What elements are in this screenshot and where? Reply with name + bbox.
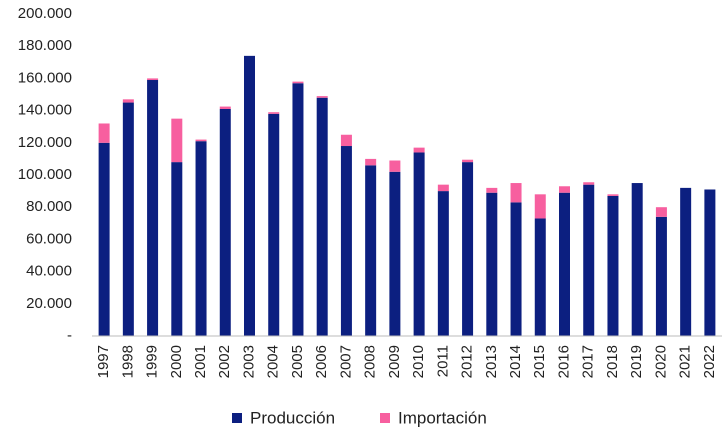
x-tick-label: 1997	[95, 345, 112, 378]
x-tick-label: 2020	[652, 345, 669, 378]
bar-segment	[171, 118, 183, 163]
bar-segment	[510, 183, 522, 203]
x-tick-label: 2018	[604, 345, 621, 378]
bar-segment	[583, 184, 595, 336]
y-tick-label: 180.000	[18, 37, 72, 54]
x-tick-label: 2009	[386, 345, 403, 378]
x-tick-label: 2012	[459, 345, 476, 378]
bar-segment	[559, 186, 570, 193]
bar-segment	[413, 147, 425, 153]
legend-label: Importación	[398, 408, 487, 427]
bar-segment	[389, 171, 401, 336]
bar-segment	[147, 80, 159, 336]
x-tick-label: 2017	[580, 345, 597, 378]
bar-segment	[122, 99, 134, 103]
bar-segment	[219, 108, 231, 337]
bar-segment	[171, 162, 183, 336]
bar-segment	[437, 184, 449, 192]
bar-segment	[559, 192, 570, 336]
x-tick-label: 2013	[483, 345, 500, 378]
bar-segment	[340, 146, 352, 336]
bar-segment	[583, 182, 595, 185]
x-tick-label: 2006	[313, 345, 330, 378]
bar-segment	[292, 81, 304, 84]
bar-segment	[340, 134, 352, 147]
x-tick-label: 2001	[192, 345, 209, 378]
bar-segment	[365, 165, 377, 336]
x-tick-label: 2019	[628, 345, 645, 378]
bar-segment	[462, 162, 474, 336]
x-tick-label: 2004	[265, 345, 282, 378]
x-tick-label: 2015	[531, 345, 548, 378]
x-tick-label: 2007	[337, 345, 354, 378]
bar-segment	[316, 96, 328, 98]
bar-segment	[316, 97, 328, 336]
bar-segment	[607, 194, 619, 196]
legend-swatch	[232, 413, 242, 423]
y-tick-label: 100.000	[18, 166, 72, 183]
bar-segment	[195, 139, 207, 142]
y-tick-label: 60.000	[26, 230, 72, 247]
x-tick-label: 2000	[168, 345, 185, 378]
bar-segment	[534, 218, 546, 336]
bar-segment	[413, 152, 425, 336]
x-tick-label: 1998	[119, 345, 136, 378]
bar-segment	[365, 158, 377, 166]
y-tick-label: 20.000	[26, 295, 72, 312]
x-tick-label: 2002	[216, 345, 233, 378]
bar-segment	[389, 160, 401, 172]
bar-segment	[655, 216, 667, 336]
bar-segment	[268, 113, 280, 336]
bar-segment	[219, 106, 231, 109]
x-tick-label: 2008	[362, 345, 379, 378]
y-tick-label: 120.000	[18, 134, 72, 151]
bar-segment	[510, 202, 522, 336]
bar-segment	[534, 194, 546, 219]
bar-segment	[268, 112, 280, 114]
x-tick-label: 2011	[434, 345, 451, 377]
bar-segment	[680, 187, 692, 336]
legend-swatch	[380, 413, 390, 423]
x-tick-label: 2022	[701, 345, 718, 378]
bar-segment	[292, 83, 304, 336]
y-tick-label: -	[67, 327, 72, 344]
y-tick-label: 160.000	[18, 69, 72, 86]
bar-segment	[147, 78, 159, 81]
bar-segment	[631, 183, 643, 336]
y-tick-label: 200.000	[18, 5, 72, 22]
x-tick-label: 2021	[677, 345, 694, 378]
bar-segment	[122, 102, 134, 336]
y-tick-label: 140.000	[18, 102, 72, 119]
bar-segment	[486, 192, 498, 336]
bar-segment	[486, 187, 498, 193]
x-tick-label: 2010	[410, 345, 427, 378]
bar-segment	[437, 191, 449, 336]
x-tick-label: 2014	[507, 345, 524, 378]
bar-segment	[195, 141, 207, 336]
y-tick-label: 40.000	[26, 263, 72, 280]
bar-segment	[98, 123, 110, 143]
x-tick-label: 2005	[289, 345, 306, 378]
bar-segment	[244, 55, 255, 337]
x-tick-label: 2003	[240, 345, 257, 378]
bar-segment	[607, 195, 619, 336]
x-tick-label: 1999	[144, 345, 161, 378]
y-tick-label: 80.000	[26, 198, 72, 215]
legend-label: Producción	[250, 408, 335, 427]
bar-segment	[462, 159, 474, 163]
x-tick-label: 2016	[555, 345, 572, 378]
bar-segment	[655, 207, 667, 217]
bar-segment	[98, 142, 110, 336]
bar-segment	[704, 189, 716, 336]
